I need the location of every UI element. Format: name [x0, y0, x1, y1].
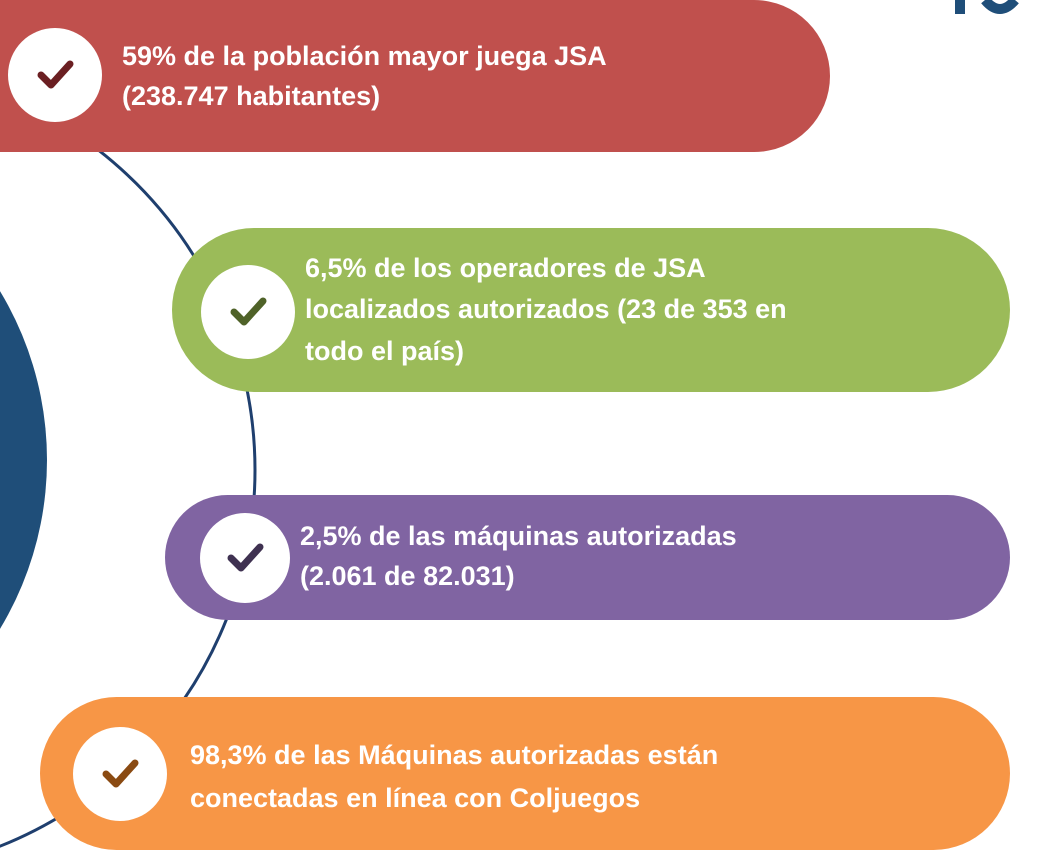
item-text: conectadas en línea con Coljuegos: [190, 783, 640, 813]
check-mark: [230, 297, 267, 326]
clipped-title-fragment: [955, 0, 1019, 14]
check-mark: [102, 759, 139, 788]
arc: [0, 92, 257, 848]
item-text: 59% de la población mayor juega JSA: [122, 41, 607, 71]
item-text: 98,3% de las Máquinas autorizadas están: [190, 740, 718, 770]
pill: [40, 697, 1010, 850]
pill: [165, 495, 1010, 620]
check-circle: [201, 265, 295, 359]
check-mark: [37, 60, 74, 89]
item-text: 2,5% de las máquinas autorizadas: [300, 521, 737, 551]
pill: [172, 228, 1010, 392]
item-text: (238.747 habitantes): [122, 81, 380, 111]
blue-disc: [0, 291, 47, 629]
check-circle: [200, 513, 290, 603]
item-text: todo el país): [305, 336, 464, 366]
check-circle: [73, 727, 167, 821]
pill: [0, 0, 830, 152]
check-circle: [8, 28, 102, 122]
item-text: 6,5% de los operadores de JSA: [305, 253, 706, 283]
check-mark: [227, 543, 264, 572]
item-text: (2.061 de 82.031): [300, 561, 515, 591]
item-text: localizados autorizados (23 de 353 en: [305, 294, 787, 324]
